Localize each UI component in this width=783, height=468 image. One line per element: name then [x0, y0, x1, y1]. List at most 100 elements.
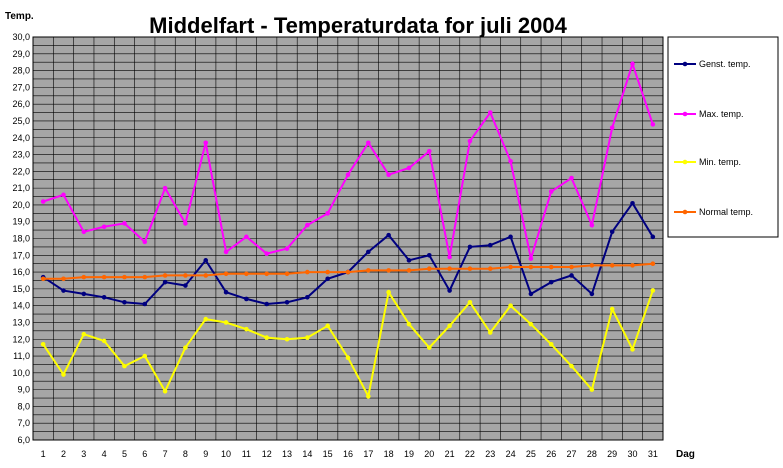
data-point-normal-temp — [264, 271, 270, 277]
series-lines — [40, 60, 656, 400]
data-point-normal-temp — [366, 268, 371, 273]
x-tick-labels: 1 2 3 4 5 6 7 8 9 10 11 12 13 14 15 16 17 18 19 20 21 22 23 24 2… — [41, 449, 658, 459]
data-point-max-temp — [203, 140, 209, 146]
data-point-max-temp — [305, 222, 310, 228]
data-point-max-temp — [183, 221, 188, 226]
legend-label: Normal temp. — [699, 207, 753, 217]
data-point-min-temp — [305, 335, 310, 340]
data-point-normal-temp — [548, 264, 554, 270]
data-point-max-temp — [589, 222, 595, 228]
data-point-min-temp — [223, 320, 229, 325]
data-point-normal-temp — [203, 273, 209, 278]
data-point-normal-temp — [609, 263, 615, 268]
data-point-max-temp — [548, 189, 554, 194]
y-tick-label: 29,0 — [12, 49, 30, 59]
data-point-max-temp — [487, 110, 493, 115]
y-tick-label: 23,0 — [12, 150, 30, 160]
data-point-normal-temp — [528, 264, 534, 270]
x-tick-label: 3 — [81, 449, 86, 459]
y-tick-label: 26,0 — [12, 99, 30, 109]
y-tick-label: 24,0 — [12, 133, 30, 143]
data-point-min-temp — [122, 363, 127, 369]
data-point-min-temp — [61, 372, 66, 377]
legend-label: Max. temp. — [699, 109, 744, 119]
data-point-min-temp — [284, 336, 290, 342]
data-point-min-temp — [467, 300, 473, 305]
data-point-genst-temp — [386, 232, 391, 238]
y-tick-label: 20,0 — [12, 200, 30, 210]
data-point-max-temp — [569, 175, 574, 181]
data-point-max-temp — [630, 61, 635, 67]
data-point-min-temp — [609, 306, 615, 312]
legend-swatch-marker — [682, 111, 688, 117]
y-tick-label: 9,0 — [17, 385, 30, 395]
data-point-min-temp — [40, 341, 46, 347]
data-point-max-temp — [406, 165, 412, 171]
x-tick-label: 17 — [363, 449, 373, 459]
data-point-genst-temp — [548, 279, 554, 285]
data-point-genst-temp — [589, 291, 595, 297]
data-point-normal-temp — [122, 274, 127, 280]
data-point-genst-temp — [61, 288, 66, 293]
data-point-max-temp — [386, 172, 391, 177]
data-point-genst-temp — [528, 291, 534, 297]
y-tick-label: 17,0 — [12, 250, 30, 260]
x-tick-label: 28 — [587, 449, 597, 459]
x-tick-label: 8 — [183, 449, 188, 459]
legend-swatch-marker — [682, 209, 688, 215]
data-point-min-temp — [366, 394, 371, 399]
data-point-max-temp — [40, 199, 46, 204]
data-point-min-temp — [101, 338, 107, 344]
data-point-min-temp — [264, 335, 270, 340]
x-tick-label: 14 — [302, 449, 312, 459]
data-point-normal-temp — [101, 274, 107, 280]
data-point-normal-temp — [447, 266, 452, 272]
data-point-max-temp — [467, 138, 473, 144]
data-point-max-temp — [508, 158, 513, 164]
x-tick-label: 16 — [343, 449, 353, 459]
x-tick-label: 13 — [282, 449, 292, 459]
x-tick-label: 2 — [61, 449, 66, 459]
x-tick-label: 29 — [607, 449, 617, 459]
y-tick-label: 25,0 — [12, 116, 30, 126]
data-point-max-temp — [81, 229, 87, 235]
x-tick-label: 12 — [262, 449, 272, 459]
x-axis-label: Dag — [676, 449, 695, 460]
x-tick-label: 26 — [546, 449, 556, 459]
x-tick-label: 11 — [242, 449, 251, 459]
data-point-normal-temp — [40, 276, 46, 282]
data-point-min-temp — [183, 345, 188, 350]
legend-swatch-marker — [682, 159, 688, 165]
x-tick-label: 30 — [628, 449, 638, 459]
x-tick-label: 31 — [648, 449, 658, 459]
data-point-normal-temp — [244, 271, 249, 277]
data-point-normal-temp — [650, 261, 656, 266]
legend: Genst. temp. Max. temp. Min. temp. Normal t… — [667, 36, 779, 238]
y-tick-label: 22,0 — [12, 166, 30, 176]
data-point-min-temp — [528, 321, 534, 327]
legend-box — [667, 36, 779, 238]
data-point-max-temp — [244, 234, 249, 240]
x-tick-label: 5 — [122, 449, 127, 459]
chart-title: Middelfart - Temperaturdata for juli 200… — [149, 13, 567, 38]
y-tick-label: 16,0 — [12, 267, 30, 277]
x-tick-label: 25 — [526, 449, 536, 459]
data-point-min-temp — [548, 341, 554, 347]
legend-label: Genst. temp. — [699, 59, 751, 69]
data-point-genst-temp — [325, 276, 330, 282]
data-point-normal-temp — [487, 266, 493, 272]
data-point-genst-temp — [305, 294, 310, 300]
x-tick-label: 6 — [142, 449, 147, 459]
data-point-genst-temp — [223, 289, 229, 295]
data-point-genst-temp — [203, 258, 209, 263]
x-tick-label: 9 — [203, 449, 208, 459]
x-tick-label: 24 — [506, 449, 516, 459]
y-tick-label: 28,0 — [12, 66, 30, 76]
data-point-min-temp — [406, 321, 412, 327]
data-point-genst-temp — [366, 249, 371, 255]
x-tick-label: 20 — [424, 449, 434, 459]
data-point-normal-temp — [386, 268, 391, 273]
data-point-max-temp — [426, 148, 432, 154]
data-point-genst-temp — [609, 229, 615, 235]
y-tick-label: 8,0 — [17, 401, 30, 411]
